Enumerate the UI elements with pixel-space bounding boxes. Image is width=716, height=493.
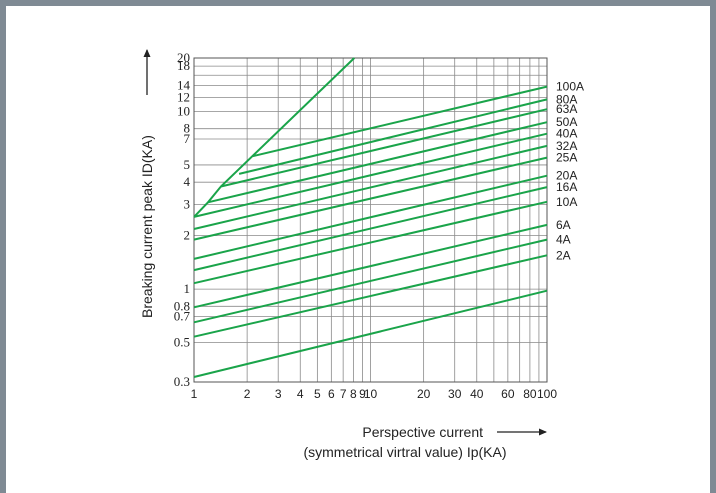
x-tick-label: 30 (448, 387, 462, 401)
series-label: 4A (556, 233, 571, 247)
series-label: 25A (556, 151, 577, 165)
y-tick-label: 7 (184, 131, 191, 146)
series-line (193, 132, 548, 218)
y-tick-label: 1 (184, 281, 191, 296)
series-label: 50A (556, 115, 577, 129)
x-tick-label: 7 (340, 387, 347, 401)
y-tick-label: 3 (184, 196, 191, 211)
series-line (193, 156, 548, 241)
y-tick-label: 0.5 (174, 335, 190, 350)
y-tick-label: 20 (177, 50, 190, 65)
y-tick-label: 12 (177, 89, 190, 104)
series-line (252, 85, 548, 158)
x-tick-label: 1 (191, 387, 198, 401)
x-tick-label: 2 (244, 387, 251, 401)
y-tick-label: 14 (177, 78, 191, 93)
x-tick-label: 5 (314, 387, 321, 401)
y-tick-label: 8 (184, 121, 191, 136)
plot-border (193, 57, 548, 383)
x-axis-title-line1: Perspective current (362, 424, 483, 440)
y-tick-label: 4 (184, 174, 191, 189)
series-line (220, 108, 548, 188)
series-label: 40A (556, 127, 577, 141)
series-label: 32A (556, 139, 577, 153)
series-line (193, 186, 548, 272)
y-tick-label: 5 (184, 157, 191, 172)
x-tick-label: 40 (470, 387, 484, 401)
y-tick-label: 0.8 (174, 298, 190, 313)
series-line (193, 223, 548, 309)
series-label: 6A (556, 218, 571, 232)
x-axis-title-line2: (symmetrical virtral value) Ip(KA) (303, 444, 506, 460)
series-label: 80A (556, 92, 577, 106)
x-tick-label: 10 (364, 387, 378, 401)
x-tick-label: 9 (359, 387, 366, 401)
x-tick-label: 6 (328, 387, 335, 401)
curves (193, 57, 548, 378)
series-label: 100A (556, 80, 584, 94)
y-tick-label: 2 (184, 228, 191, 243)
series-line (193, 289, 548, 378)
y-tick-label: 0.3 (174, 374, 190, 389)
y-tick-label: 10 (177, 103, 190, 118)
series-line (193, 174, 548, 260)
x-tick-label: 8 (350, 387, 357, 401)
series-line (193, 254, 548, 338)
series-line (193, 238, 548, 324)
x-tick-label: 4 (297, 387, 304, 401)
series-label: 20A (556, 169, 577, 183)
x-tick-label: 60 (501, 387, 515, 401)
series-line (193, 144, 548, 230)
series-line (193, 200, 548, 285)
series-label: 2A (556, 248, 571, 262)
x-tick-label: 100 (537, 387, 557, 401)
series-label: 10A (556, 195, 577, 209)
x-tick-labels: 1 2 3 4 5 6 7 8 910 20 30 40 60 80 100 (191, 387, 558, 401)
series-label: 16A (556, 180, 577, 194)
envelope-curve (193, 57, 355, 218)
x-tick-label: 20 (417, 387, 431, 401)
series-label: 63A (556, 102, 577, 116)
y-tick-label: 0.7 (174, 309, 191, 324)
x-tick-label: 80 (523, 387, 537, 401)
series-line (238, 98, 548, 175)
y-axis-title: Breaking current peak ID(KA) (139, 135, 155, 318)
y-tick-label: 18 (177, 58, 190, 73)
x-tick-label: 3 (275, 387, 282, 401)
series-line (207, 121, 548, 204)
